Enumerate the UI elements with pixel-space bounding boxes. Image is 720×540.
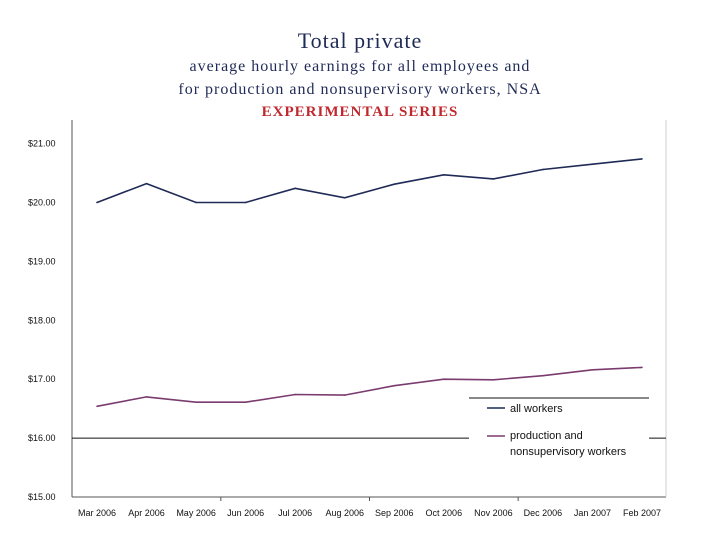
data-point <box>443 378 445 380</box>
data-point <box>641 366 643 369</box>
data-point <box>542 168 544 171</box>
experimental-series-label: EXPERIMENTAL SERIES <box>261 104 459 120</box>
series-line-all-workers <box>96 158 643 204</box>
x-tick-label: Apr 2006 <box>128 508 165 518</box>
data-point <box>145 396 148 398</box>
x-tick-label: Jan 2007 <box>574 508 611 518</box>
y-tick-label: $20.00 <box>28 197 56 207</box>
data-point <box>96 405 98 408</box>
legend-label-production-line1: production and <box>510 430 583 442</box>
x-tick-label: Dec 2006 <box>524 508 563 518</box>
series-line-production-workers <box>96 366 643 408</box>
y-tick-label: $16.00 <box>28 433 56 443</box>
data-point <box>294 393 296 396</box>
x-tick-label: Jul 2006 <box>278 508 312 518</box>
x-tick-label: Oct 2006 <box>426 508 463 518</box>
data-point <box>244 201 247 204</box>
data-point <box>343 394 346 396</box>
x-tick-label: Aug 2006 <box>325 508 364 518</box>
data-point <box>641 158 643 160</box>
data-point <box>96 201 98 204</box>
data-point <box>195 201 197 204</box>
y-tick-label: $19.00 <box>28 256 56 266</box>
data-point <box>244 401 247 403</box>
x-tick-label: Jun 2006 <box>227 508 264 518</box>
data-point <box>343 196 346 199</box>
y-tick-label: $15.00 <box>28 492 56 502</box>
y-tick-label: $18.00 <box>28 315 56 325</box>
data-point <box>393 183 396 186</box>
x-tick-label: Sep 2006 <box>375 508 414 518</box>
data-point <box>492 378 495 381</box>
y-tick-label: $21.00 <box>28 139 56 149</box>
data-point <box>195 401 197 403</box>
data-point <box>443 173 445 176</box>
x-tick-label: Mar 2006 <box>78 508 116 518</box>
x-tick-label: Feb 2007 <box>623 508 661 518</box>
legend-label-all-workers: all workers <box>510 403 563 415</box>
y-tick-label: $17.00 <box>28 374 56 384</box>
chart-title: Total private <box>297 28 423 53</box>
data-point <box>294 187 296 190</box>
x-tick-label: Nov 2006 <box>474 508 513 518</box>
data-point <box>591 163 594 165</box>
data-point <box>542 374 544 377</box>
chart-subtitle-line2: for production and nonsupervisory worker… <box>178 81 542 98</box>
legend-label-production-line2: nonsupervisory workers <box>510 446 627 458</box>
data-point <box>492 178 495 180</box>
chart-subtitle-line1: average hourly earnings for all employee… <box>189 58 531 75</box>
x-tick-label: May 2006 <box>176 508 216 518</box>
data-point <box>393 384 396 387</box>
data-point <box>591 368 594 371</box>
data-point <box>145 182 148 185</box>
